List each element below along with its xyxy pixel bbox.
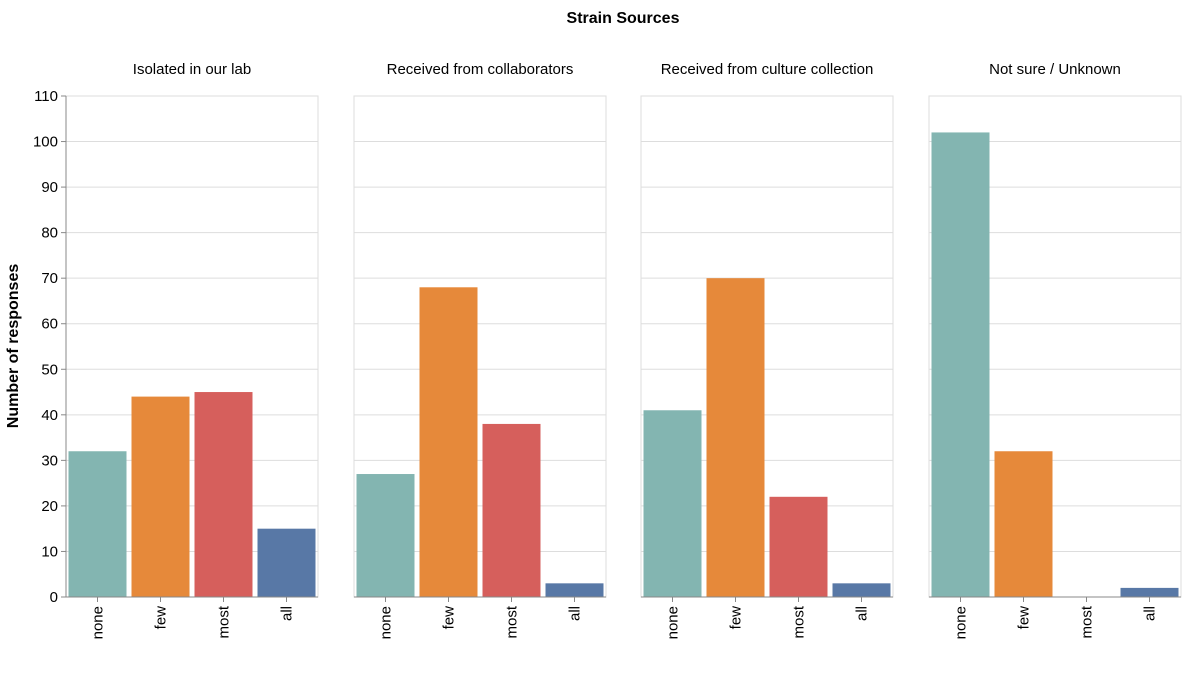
bar-none (931, 132, 990, 597)
x-tick-label: all (567, 606, 584, 621)
y-axis-label: Number of responses (5, 264, 22, 429)
y-tick-label: 70 (41, 270, 58, 287)
x-tick-label: few (728, 606, 745, 630)
x-tick-label: all (1142, 606, 1159, 621)
x-tick-label: few (153, 606, 170, 630)
panel-1: Received from collaborators none few most al… (353, 61, 607, 639)
panels-layer: Isolated in our lab none few most all 0 10 20 30… (33, 61, 1182, 639)
x-tick-label: few (1016, 606, 1033, 630)
x-tick-label: most (791, 605, 808, 638)
y-tick-label: 0 (50, 589, 58, 606)
bar-most (482, 423, 541, 597)
bar-all (545, 583, 604, 597)
bar-none (356, 474, 415, 597)
bar-none (68, 451, 127, 597)
panel-title: Received from collaborators (387, 61, 574, 78)
x-tick-label: none (90, 606, 107, 639)
panel-title: Received from culture collection (661, 61, 874, 78)
x-tick-label: all (854, 606, 871, 621)
x-tick-label: none (953, 606, 970, 639)
y-tick-label: 40 (41, 407, 58, 424)
y-tick-label: 80 (41, 225, 58, 242)
bar-few (706, 278, 765, 597)
bar-few (994, 451, 1053, 597)
x-tick-label: most (1079, 605, 1096, 638)
y-tick-label: 50 (41, 361, 58, 378)
panel-0: Isolated in our lab none few most all 0 10 20 30… (33, 61, 319, 639)
y-tick-label: 20 (41, 498, 58, 515)
x-tick-label: all (279, 606, 296, 621)
bar-all (1120, 587, 1179, 597)
panel-2: Received from culture collection none few m… (640, 61, 894, 639)
panel-3: Not sure / Unknown none few most all (928, 61, 1182, 639)
y-tick-label: 60 (41, 316, 58, 333)
y-tick-label: 110 (34, 88, 58, 105)
y-tick-label: 10 (41, 543, 58, 560)
bar-all (257, 528, 316, 597)
x-tick-label: none (665, 606, 682, 639)
bar-none (643, 410, 702, 597)
y-tick-label: 30 (41, 452, 58, 469)
bar-most (194, 392, 253, 597)
x-tick-label: few (441, 606, 458, 630)
y-tick-label: 100 (33, 134, 58, 151)
bar-most (769, 496, 828, 597)
bar-all (832, 583, 891, 597)
panel-title: Isolated in our lab (133, 61, 251, 78)
x-tick-label: most (504, 605, 521, 638)
panel-title: Not sure / Unknown (989, 61, 1121, 78)
y-tick-label: 90 (41, 179, 58, 196)
x-tick-label: most (216, 605, 233, 638)
x-tick-label: none (378, 606, 395, 639)
bar-few (419, 287, 478, 597)
bar-few (131, 396, 190, 597)
chart-title: Strain Sources (567, 10, 680, 27)
